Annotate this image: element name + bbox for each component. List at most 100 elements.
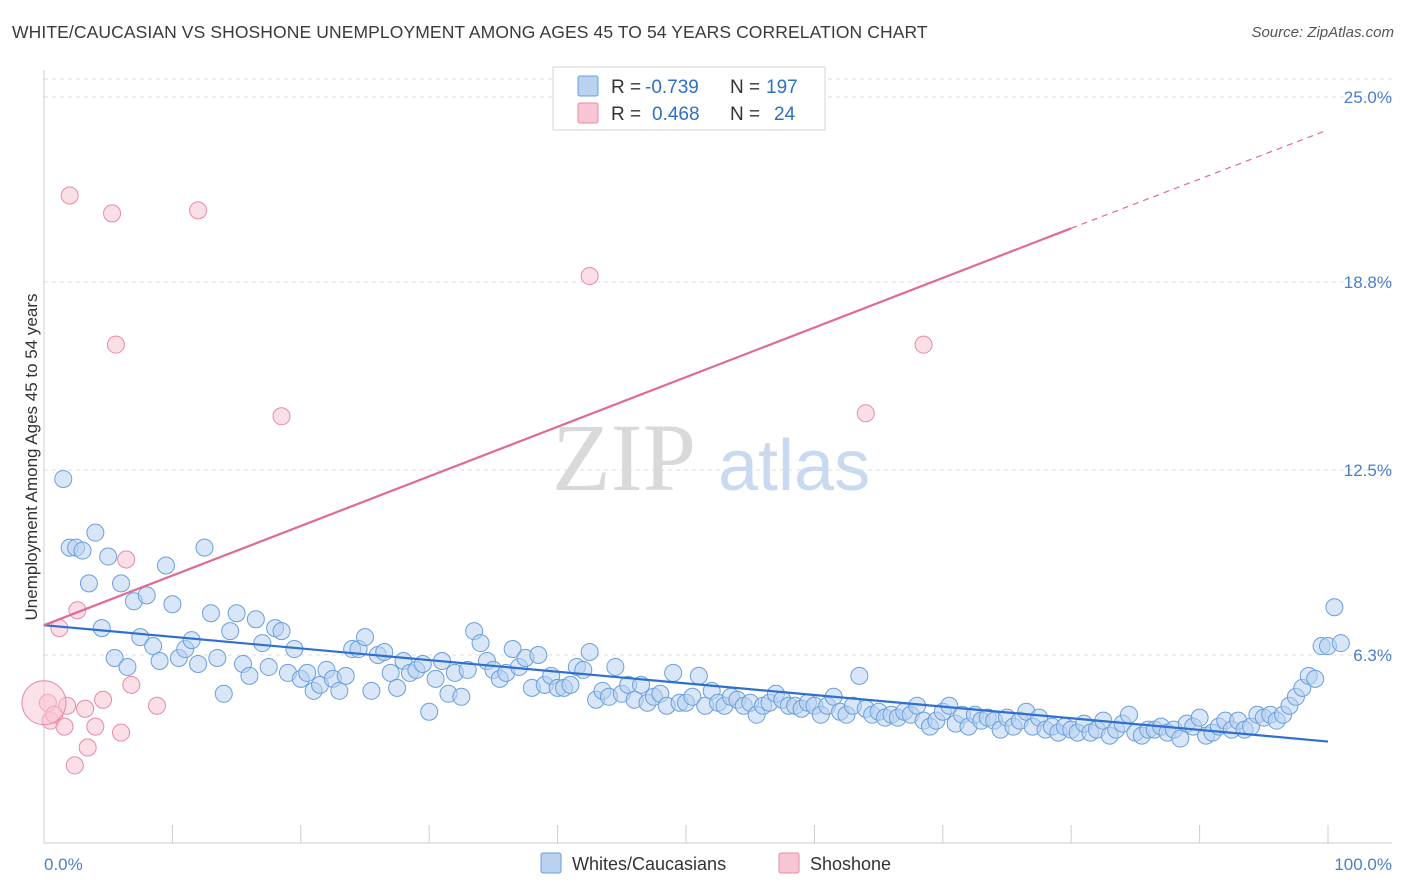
shoshone-point	[189, 201, 208, 220]
legend-swatch-whites	[577, 75, 599, 97]
shoshone-points	[21, 186, 933, 775]
shoshone-point-large	[21, 680, 67, 726]
whites-point	[664, 663, 683, 682]
shoshone-point	[122, 675, 141, 694]
whites-point	[137, 586, 156, 605]
watermark-atlas: atlas	[718, 426, 870, 506]
whites-point	[208, 648, 227, 667]
correlation-legend: R = -0.739 N = 197 R = 0.468 N = 24	[552, 66, 826, 131]
whites-point	[356, 628, 374, 647]
whites-point	[163, 595, 182, 614]
whites-point	[330, 681, 349, 700]
whites-point	[1119, 705, 1138, 724]
whites-point	[156, 556, 175, 575]
whites-point	[227, 604, 246, 623]
whites-point	[1190, 708, 1209, 727]
shoshone-point	[914, 335, 933, 354]
whites-point	[336, 666, 355, 685]
grid-lines	[44, 78, 1392, 656]
watermark: ZIP atlas	[552, 404, 870, 511]
whites-point	[189, 654, 208, 673]
y-tick-label: 6.3%	[1353, 646, 1392, 665]
whites-point	[144, 637, 163, 656]
whites-point	[259, 657, 278, 676]
shoshone-point	[580, 267, 599, 286]
whites-point	[1171, 729, 1190, 748]
shoshone-point	[76, 699, 95, 718]
whites-point	[850, 666, 869, 685]
bottom-legend-swatch-whites	[540, 852, 562, 874]
whites-point	[471, 634, 490, 653]
whites-point	[452, 687, 471, 706]
trend-lines	[43, 129, 1329, 743]
y-axis-title: Unemployment Among Ages 45 to 54 years	[22, 294, 41, 621]
whites-point	[99, 547, 118, 566]
chart-title: WHITE/CAUCASIAN VS SHOSHONE UNEMPLOYMENT…	[12, 22, 928, 42]
bottom-legend-label-shoshone: Shoshone	[810, 854, 891, 874]
shoshone-point	[117, 550, 136, 569]
legend-r-label-whites: R =	[611, 77, 641, 98]
legend-n-value-whites: 197	[766, 77, 798, 98]
shoshone-point	[147, 696, 166, 715]
whites-point	[195, 538, 214, 557]
whites-point	[580, 643, 599, 662]
y-tick-label: 25.0%	[1344, 88, 1392, 107]
shoshone-point	[272, 407, 291, 426]
whites-trend-line	[43, 624, 1329, 743]
whites-point	[388, 678, 407, 697]
whites-point	[458, 660, 477, 679]
whites-point	[221, 622, 240, 641]
whites-point	[92, 619, 111, 638]
whites-point	[426, 669, 445, 688]
legend-swatch-shoshone	[577, 102, 599, 124]
shoshone-trend-line-extension	[1070, 129, 1329, 229]
whites-point	[240, 666, 259, 685]
whites-point	[253, 634, 272, 653]
whites-point	[150, 651, 169, 670]
shoshone-point	[103, 204, 122, 223]
whites-point	[118, 657, 137, 676]
whites-point	[214, 684, 233, 703]
legend-r-value-whites: -0.739	[645, 77, 699, 98]
whites-point	[503, 640, 522, 659]
whites-point	[689, 666, 708, 685]
bottom-legend-label-whites: Whites/Caucasians	[572, 854, 726, 874]
y-tick-labels: 6.3% 12.5% 18.8% 25.0%	[1344, 88, 1392, 665]
shoshone-trend-line	[43, 227, 1072, 627]
whites-point	[375, 643, 394, 662]
whites-point	[420, 702, 439, 721]
shoshone-point	[106, 335, 125, 354]
y-tick-label: 18.8%	[1344, 273, 1392, 292]
whites-point	[683, 687, 702, 706]
watermark-zip: ZIP	[552, 404, 696, 511]
whites-point	[1331, 634, 1350, 653]
whites-point	[1306, 669, 1325, 688]
shoshone-point	[856, 404, 875, 423]
x-ticks	[171, 825, 1329, 843]
whites-point	[1325, 598, 1344, 617]
legend-n-label-shoshone: N =	[730, 104, 760, 125]
shoshone-point	[94, 690, 113, 709]
whites-point	[362, 681, 381, 700]
whites-point	[574, 660, 593, 679]
shoshone-point	[86, 717, 105, 736]
whites-point	[79, 574, 98, 593]
whites-point	[561, 675, 580, 694]
whites-point	[246, 610, 265, 629]
whites-points	[54, 469, 1350, 748]
whites-point	[298, 663, 317, 682]
source-label: Source: ZipAtlas.com	[1251, 24, 1394, 41]
legend-n-label-whites: N =	[730, 77, 760, 98]
legend-r-label-shoshone: R =	[611, 104, 641, 125]
whites-point	[272, 622, 291, 641]
x-tick-label-max: 100.0%	[1334, 855, 1392, 874]
x-tick-label-min: 0.0%	[44, 855, 83, 874]
whites-point	[86, 523, 105, 542]
bottom-legend: Whites/Caucasians Shoshone	[540, 852, 891, 874]
whites-point	[73, 541, 92, 560]
whites-point	[112, 574, 131, 593]
legend-n-value-shoshone: 24	[774, 104, 796, 125]
whites-point	[529, 646, 548, 665]
bottom-legend-swatch-shoshone	[778, 852, 800, 874]
